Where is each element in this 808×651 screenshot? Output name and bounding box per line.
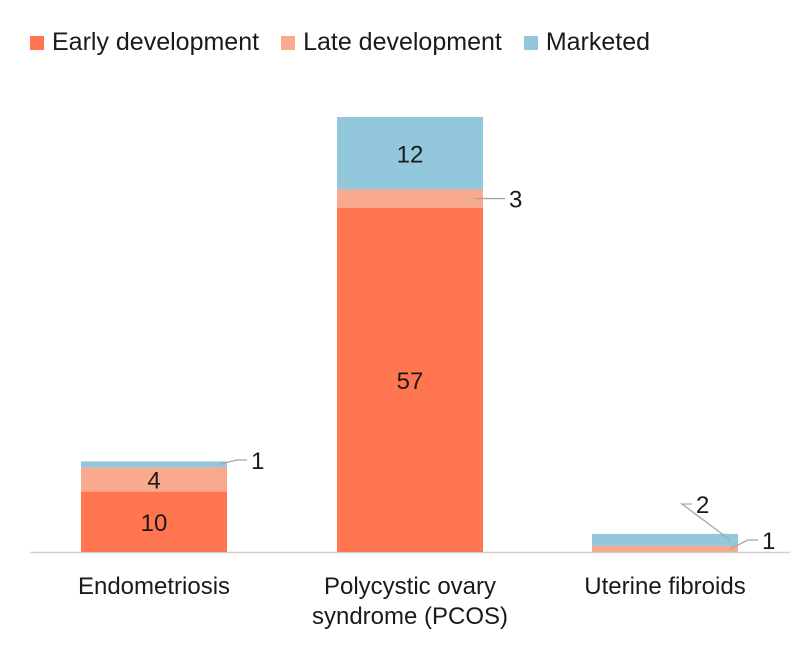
legend-label-late: Late development [303,28,502,56]
data-label-0-1: 4 [147,468,160,495]
legend: Early development Late development Marke… [30,28,650,57]
legend-item-early: Early development [30,28,259,57]
data-label-0-0: 10 [141,510,168,537]
data-label-2-1: 1 [762,528,775,555]
bar-segment-2-1 [592,545,738,552]
category-label-line: Polycystic ovary [323,573,497,600]
leader-line-0-2 [218,459,247,466]
bar-segment-1-1 [337,189,483,208]
legend-item-late: Late development [281,28,502,57]
bar-segment-0-2 [81,461,227,468]
category-label-0: Endometriosis [34,572,274,602]
category-label-line: Uterine fibroids [584,573,746,600]
data-label-1-0: 57 [397,368,424,395]
legend-item-marketed: Marketed [523,28,651,57]
category-label-line: Endometriosis [77,573,231,600]
bar-segment-0-1 [81,467,227,492]
category-label-line: syndrome (PCOS) [311,603,509,630]
legend-swatch-late [281,35,296,50]
legend-swatch-early [30,35,44,50]
bar-segment-2-2 [592,533,738,546]
leader-line-2-1 [729,539,758,550]
legend-label-early: Early development [52,28,260,56]
data-label-1-1: 3 [509,187,522,214]
category-label-1: Polycystic ovary syndrome (PCOS) [290,572,530,632]
legend-swatch-marketed [523,35,538,50]
leader-line-2-2 [680,503,731,541]
bar-segment-0-0 [81,491,227,552]
legend-label-marketed: Marketed [545,28,651,56]
data-label-1-2: 12 [397,141,424,168]
data-label-2-2: 2 [696,492,709,519]
data-label-0-2: 1 [251,448,264,475]
bar-segment-1-2 [337,117,483,190]
bar-segment-1-0 [337,207,483,552]
category-label-2: Uterine fibroids [545,572,785,602]
